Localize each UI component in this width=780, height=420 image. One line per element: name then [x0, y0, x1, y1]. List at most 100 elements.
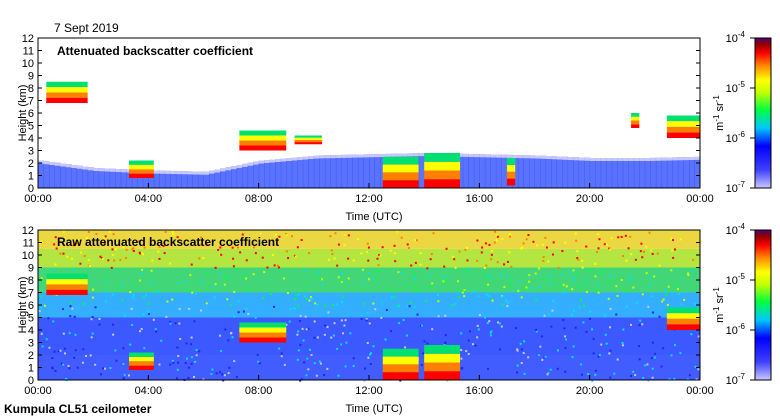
noise-pixel — [299, 379, 302, 382]
boundary-layer-top — [291, 157, 298, 161]
noise-pixel — [41, 345, 44, 348]
boundary-layer-column — [677, 157, 684, 188]
boundary-layer-column — [49, 162, 56, 188]
noise-pixel — [490, 253, 493, 256]
boundary-layer-top — [644, 158, 651, 161]
cloud-layer — [382, 356, 419, 365]
noise-pixel — [60, 362, 63, 365]
boundary-layer-top — [76, 165, 83, 169]
noise-pixel — [494, 230, 497, 233]
noise-pixel — [256, 353, 259, 356]
noise-pixel — [152, 245, 155, 248]
noise-pixel — [377, 264, 380, 267]
noise-pixel — [365, 318, 368, 321]
noise-pixel — [308, 348, 311, 351]
boundary-layer-top — [109, 168, 116, 172]
noise-pixel — [375, 277, 378, 280]
noise-pixel — [154, 290, 157, 293]
boundary-layer-top — [164, 170, 171, 174]
noise-pixel — [71, 307, 74, 310]
noise-pixel — [468, 330, 471, 333]
noise-pixel — [552, 299, 555, 302]
cloud-layer — [46, 289, 88, 295]
noise-pixel — [616, 294, 619, 297]
y-tick-label: 0 — [28, 183, 34, 195]
noise-pixel — [247, 312, 250, 315]
boundary-layer-top — [297, 157, 304, 160]
noise-pixel — [538, 354, 541, 357]
noise-pixel — [372, 302, 375, 305]
noise-pixel — [379, 254, 382, 257]
noise-pixel — [280, 355, 283, 358]
y-tick-label: 8 — [28, 83, 34, 95]
noise-pixel — [114, 248, 117, 251]
boundary-layer-column — [186, 171, 193, 188]
colorbar-tick-label: 10-4 — [726, 30, 746, 45]
noise-pixel — [397, 271, 400, 274]
noise-pixel — [451, 255, 454, 258]
boundary-layer-top — [402, 153, 409, 157]
noise-pixel — [563, 327, 566, 330]
noise-pixel — [571, 276, 574, 279]
noise-pixel — [274, 233, 277, 236]
noise-pixel — [557, 266, 560, 269]
noise-pixel — [323, 374, 326, 377]
noise-pixel — [465, 246, 468, 249]
noise-pixel — [695, 378, 698, 381]
noise-pixel — [458, 290, 461, 293]
noise-pixel — [103, 236, 106, 239]
noise-band — [38, 230, 700, 249]
noise-pixel — [485, 286, 488, 289]
noise-pixel — [190, 343, 193, 346]
noise-pixel — [45, 338, 48, 341]
noise-pixel — [378, 254, 381, 257]
boundary-layer-top — [595, 158, 602, 161]
noise-pixel — [166, 300, 169, 303]
noise-pixel — [463, 295, 466, 298]
boundary-layer-column — [661, 157, 668, 188]
cloud-layer — [382, 180, 419, 188]
boundary-layer-top — [650, 157, 657, 161]
noise-pixel — [484, 316, 487, 319]
noise-pixel — [651, 376, 654, 379]
panel-title: Raw attenuated backscatter coefficient — [57, 235, 279, 249]
noise-pixel — [305, 328, 308, 331]
noise-pixel — [551, 309, 554, 312]
boundary-layer-top — [280, 158, 287, 162]
noise-pixel — [676, 287, 679, 290]
boundary-layer-top — [468, 154, 475, 157]
noise-pixel — [635, 301, 638, 304]
x-axis-ticks: 00:00 04:00 08:00 12:00 16:00 20:00 00:00 — [24, 375, 714, 397]
boundary-layer-column — [495, 154, 502, 188]
cloud-layer — [666, 115, 700, 122]
noise-pixel — [574, 232, 577, 235]
boundary-layer-column — [98, 168, 105, 188]
noise-pixel — [380, 301, 383, 304]
noise-pixel — [598, 354, 601, 357]
boundary-layer-top — [54, 162, 61, 166]
noise-pixel — [594, 369, 597, 372]
noise-pixel — [535, 330, 538, 333]
noise-pixel — [52, 320, 55, 323]
noise-pixel — [396, 230, 399, 233]
cloud-layer — [129, 352, 154, 357]
boundary-layer-column — [540, 155, 547, 188]
noise-pixel — [497, 321, 500, 324]
noise-pixel — [94, 306, 97, 309]
noise-pixel — [490, 330, 493, 333]
noise-pixel — [621, 342, 624, 345]
boundary-layer-column — [181, 171, 188, 188]
noise-pixel — [608, 352, 611, 355]
noise-pixel — [624, 234, 627, 237]
boundary-layer-top — [540, 155, 547, 159]
noise-pixel — [607, 297, 610, 300]
noise-pixel — [556, 367, 559, 370]
noise-pixel — [603, 314, 606, 317]
noise-pixel — [576, 257, 579, 260]
noise-pixel — [263, 271, 266, 274]
noise-pixel — [73, 315, 76, 318]
noise-pixel — [187, 376, 190, 379]
noise-pixel — [564, 347, 567, 350]
y-tick-label: 2 — [28, 350, 34, 362]
noise-pixel — [104, 290, 107, 293]
